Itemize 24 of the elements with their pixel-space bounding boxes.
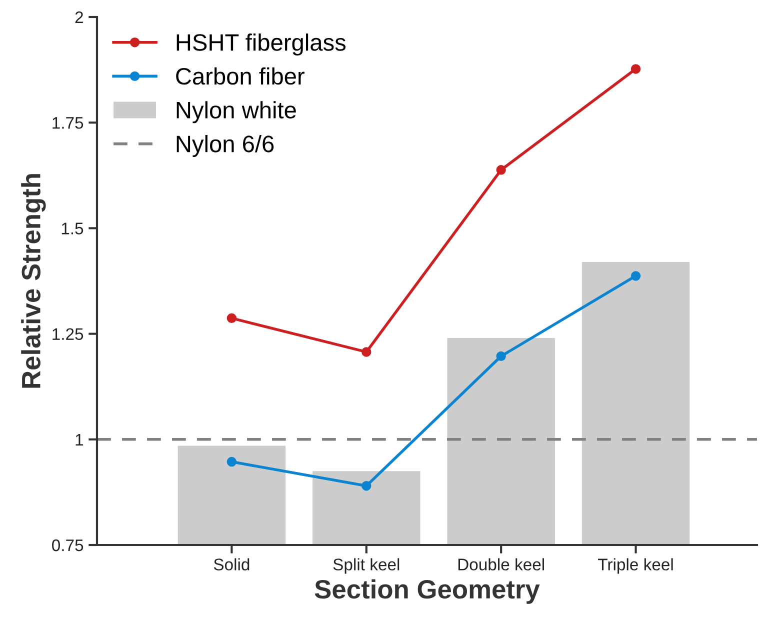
legend-label: HSHT fiberglass — [176, 34, 346, 56]
x-tick-label: Triple keel — [598, 558, 673, 574]
x-tick-label: Split keel — [333, 558, 400, 574]
y-axis-title: Relative Strength — [21, 174, 46, 388]
y-tick-label: 1.5 — [62, 222, 84, 234]
x-tick-label: Solid — [214, 558, 250, 570]
point — [362, 481, 372, 491]
point — [630, 271, 641, 281]
legend-label: Nylon 6/6 — [176, 134, 274, 157]
point — [362, 347, 372, 357]
legend-label: Carbon fiber — [176, 67, 304, 85]
point — [226, 313, 237, 324]
legend-label: Nylon white — [176, 101, 296, 124]
point — [496, 165, 506, 175]
point — [630, 64, 641, 74]
y-tick-label: 1 — [76, 434, 83, 446]
point — [496, 351, 506, 362]
y-tick-label: 1.75 — [52, 117, 84, 129]
y-tick-label: 2 — [75, 11, 83, 24]
point — [226, 456, 237, 467]
y-tick-label: 0.75 — [52, 539, 84, 552]
x-axis-title: Section Geometry — [314, 579, 540, 604]
y-tick-label: 1.25 — [52, 328, 84, 340]
x-tick-label: Double keel — [458, 558, 544, 570]
